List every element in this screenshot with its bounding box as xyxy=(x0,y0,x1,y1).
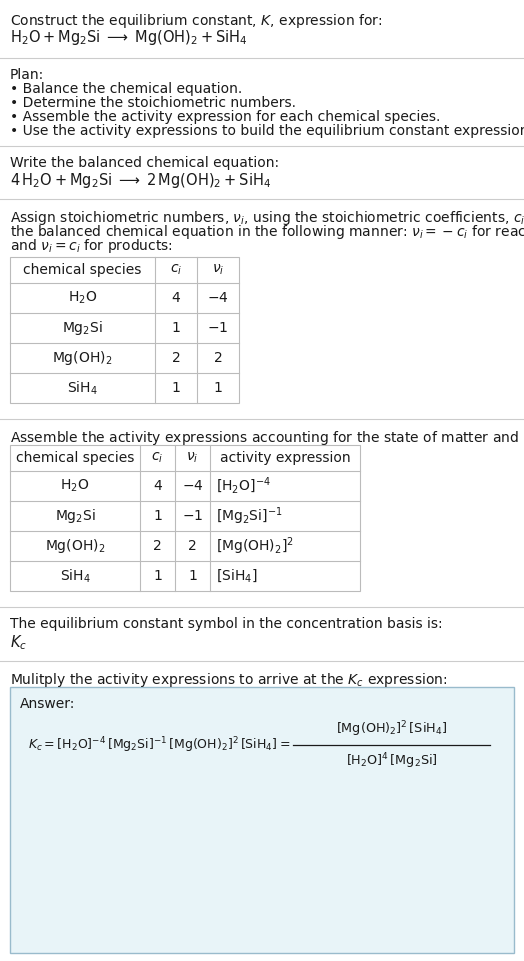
Text: • Balance the chemical equation.: • Balance the chemical equation. xyxy=(10,82,242,96)
Text: 2: 2 xyxy=(214,351,222,365)
Text: 1: 1 xyxy=(171,381,180,395)
Text: 1: 1 xyxy=(153,569,162,583)
Text: $\mathrm{Mg(OH)_2}$: $\mathrm{Mg(OH)_2}$ xyxy=(45,537,105,555)
Text: 2: 2 xyxy=(153,539,162,553)
Text: • Determine the stoichiometric numbers.: • Determine the stoichiometric numbers. xyxy=(10,96,296,110)
Text: Plan:: Plan: xyxy=(10,68,44,82)
Text: $-1$: $-1$ xyxy=(208,321,228,335)
Text: 1: 1 xyxy=(171,321,180,335)
Text: 1: 1 xyxy=(214,381,222,395)
Bar xyxy=(10,257,239,403)
Text: $[\mathrm{Mg(OH)_2}]^{2}\,[\mathrm{SiH_4}]$: $[\mathrm{Mg(OH)_2}]^{2}\,[\mathrm{SiH_4… xyxy=(336,719,447,739)
Text: $\nu_i$: $\nu_i$ xyxy=(187,451,199,465)
Text: $\mathrm{Mg_2Si}$: $\mathrm{Mg_2Si}$ xyxy=(54,507,95,525)
Text: $K_c = [\mathrm{H_2O}]^{-4}\,[\mathrm{Mg_2Si}]^{-1}\,[\mathrm{Mg(OH)_2}]^{2}\,[\: $K_c = [\mathrm{H_2O}]^{-4}\,[\mathrm{Mg… xyxy=(28,735,290,754)
Text: 2: 2 xyxy=(172,351,180,365)
Text: $[\mathrm{Mg_2Si}]^{-1}$: $[\mathrm{Mg_2Si}]^{-1}$ xyxy=(216,505,282,527)
Text: the balanced chemical equation in the following manner: $\nu_i = -c_i$ for react: the balanced chemical equation in the fo… xyxy=(10,223,524,241)
Text: $\mathrm{Mg_2Si}$: $\mathrm{Mg_2Si}$ xyxy=(62,319,103,337)
Text: $[\mathrm{SiH_4}]$: $[\mathrm{SiH_4}]$ xyxy=(216,568,257,584)
Text: $[\mathrm{H_2O}]^{-4}$: $[\mathrm{H_2O}]^{-4}$ xyxy=(216,476,271,496)
Text: 1: 1 xyxy=(188,569,197,583)
Text: Mulitply the activity expressions to arrive at the $K_c$ expression:: Mulitply the activity expressions to arr… xyxy=(10,671,447,689)
Text: chemical species: chemical species xyxy=(16,451,134,465)
Text: $\mathrm{H_2O}$: $\mathrm{H_2O}$ xyxy=(68,290,97,307)
Text: $c_i$: $c_i$ xyxy=(151,451,163,465)
Text: $c_i$: $c_i$ xyxy=(170,262,182,277)
Text: $\mathrm{Mg(OH)_2}$: $\mathrm{Mg(OH)_2}$ xyxy=(52,349,113,367)
Text: 4: 4 xyxy=(153,479,162,493)
Text: 1: 1 xyxy=(153,509,162,523)
Text: $\mathrm{H_2O}$: $\mathrm{H_2O}$ xyxy=(60,478,90,494)
Text: $\mathrm{SiH_4}$: $\mathrm{SiH_4}$ xyxy=(60,567,91,584)
Text: $\mathrm{4\,H_2O + Mg_2Si \;\longrightarrow\; 2\,Mg(OH)_2 + SiH_4}$: $\mathrm{4\,H_2O + Mg_2Si \;\longrightar… xyxy=(10,171,271,190)
Text: $K_c$: $K_c$ xyxy=(10,633,27,652)
Text: and $\nu_i = c_i$ for products:: and $\nu_i = c_i$ for products: xyxy=(10,237,173,255)
Text: Assemble the activity expressions accounting for the state of matter and $\nu_i$: Assemble the activity expressions accoun… xyxy=(10,429,524,447)
Text: $-1$: $-1$ xyxy=(182,509,203,523)
Text: • Assemble the activity expression for each chemical species.: • Assemble the activity expression for e… xyxy=(10,110,440,124)
Text: $[\mathrm{H_2O}]^{4}\,[\mathrm{Mg_2Si}]$: $[\mathrm{H_2O}]^{4}\,[\mathrm{Mg_2Si}]$ xyxy=(346,752,438,771)
Text: • Use the activity expressions to build the equilibrium constant expression.: • Use the activity expressions to build … xyxy=(10,124,524,138)
Text: $-4$: $-4$ xyxy=(182,479,203,493)
Bar xyxy=(10,687,514,953)
Text: $\mathrm{SiH_4}$: $\mathrm{SiH_4}$ xyxy=(67,380,98,397)
Text: The equilibrium constant symbol in the concentration basis is:: The equilibrium constant symbol in the c… xyxy=(10,617,443,631)
Text: $[\mathrm{Mg(OH)_2}]^{2}$: $[\mathrm{Mg(OH)_2}]^{2}$ xyxy=(216,535,294,556)
Text: $\nu_i$: $\nu_i$ xyxy=(212,262,224,277)
Bar xyxy=(10,445,360,591)
Text: $\mathrm{H_2O + Mg_2Si \;\longrightarrow\; Mg(OH)_2 + SiH_4}$: $\mathrm{H_2O + Mg_2Si \;\longrightarrow… xyxy=(10,28,248,47)
Text: activity expression: activity expression xyxy=(220,451,351,465)
Text: chemical species: chemical species xyxy=(23,263,141,277)
Text: Answer:: Answer: xyxy=(20,697,75,711)
Text: Construct the equilibrium constant, $K$, expression for:: Construct the equilibrium constant, $K$,… xyxy=(10,12,383,30)
Text: 2: 2 xyxy=(188,539,197,553)
Text: Write the balanced chemical equation:: Write the balanced chemical equation: xyxy=(10,156,279,170)
Text: $-4$: $-4$ xyxy=(207,291,229,305)
Text: Assign stoichiometric numbers, $\nu_i$, using the stoichiometric coefficients, $: Assign stoichiometric numbers, $\nu_i$, … xyxy=(10,209,524,227)
Text: 4: 4 xyxy=(172,291,180,305)
